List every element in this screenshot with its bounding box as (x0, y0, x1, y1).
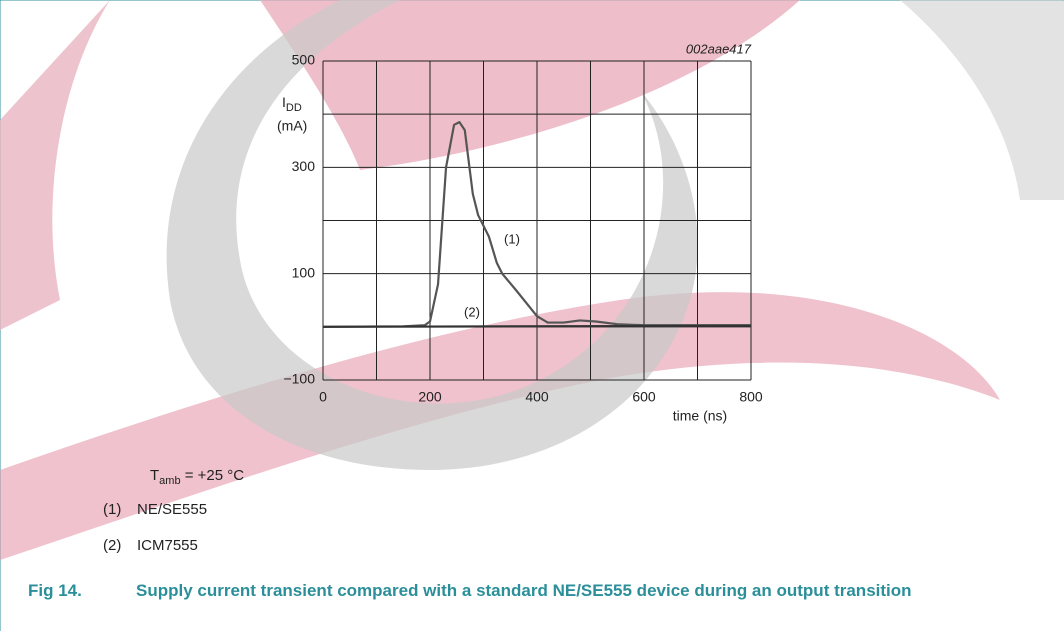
series-line (322, 121, 751, 328)
x-tick-label: 400 (525, 389, 549, 405)
caption-number: Fig 14. (28, 581, 82, 600)
condition-sub: amb (159, 475, 181, 487)
caption-text: Supply current transient compared with a… (136, 581, 912, 600)
legend-entry: NE/SE555 (137, 501, 208, 518)
y-axis-label: IDD (282, 94, 302, 114)
y-tick-label: 500 (292, 52, 316, 68)
note-1: (1) NE/SE555 (103, 501, 207, 518)
y-label-sub: DD (286, 102, 302, 114)
x-tick-label: 200 (418, 389, 442, 405)
y-tick-label: −100 (283, 371, 315, 387)
x-tick-label: 0 (319, 389, 327, 405)
series-annotation: (2) (464, 304, 480, 319)
x-axis-label: time (ns) (673, 408, 727, 424)
legend-marker: (1) (103, 501, 122, 518)
condition-rest: = +25 °C (180, 467, 245, 484)
legend-marker: (2) (103, 537, 122, 554)
condition-main: T (150, 467, 160, 484)
x-tick-label: 600 (632, 389, 656, 405)
series-line (322, 324, 752, 328)
x-tick-label: 800 (739, 389, 763, 405)
note-2: (2) ICM7555 (103, 537, 198, 554)
y-tick-label: 300 (292, 158, 316, 174)
condition: Tamb = +25 °C (150, 467, 244, 487)
y-axis-unit: (mA) (277, 118, 307, 134)
y-label-main: I (282, 94, 286, 110)
y-tick-label: 100 (292, 264, 316, 280)
series-annotation: (1) (504, 231, 520, 246)
figure-code: 002aae417 (686, 41, 752, 56)
legend-entry: ICM7555 (137, 537, 198, 554)
